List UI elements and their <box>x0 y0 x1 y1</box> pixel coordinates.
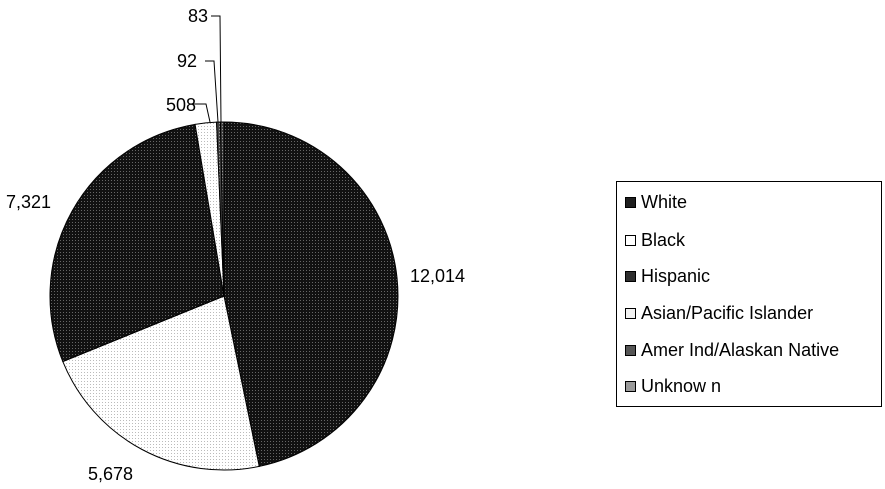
data-label-black: 5,678 <box>88 464 133 484</box>
data-label-asian-pacific-islander: 508 <box>166 95 196 115</box>
legend-label-white: White <box>641 191 688 212</box>
legend-label-unknown: Unknow n <box>641 375 722 396</box>
legend-item-amer-ind-alaskan-native: Amer Ind/Alaskan Native <box>625 339 839 361</box>
pie-slice-unknow-n <box>219 121 225 297</box>
legend-swatch-black <box>625 234 636 246</box>
leader-line-amer-ind-alaskan-native <box>205 60 219 123</box>
data-label-hispanic: 7,321 <box>6 192 51 212</box>
pie-slice-white <box>223 121 399 467</box>
legend-label-hispanic: Hispanic <box>641 265 711 286</box>
legend-item-asian-pacific-islander: Asian/Pacific Islander <box>625 302 813 324</box>
legend: White Black Hispanic Asian/Pacific Islan… <box>616 181 882 407</box>
legend-label-amer-ind-alaskan-native: Amer Ind/Alaskan Native <box>641 339 840 360</box>
data-label-unknow-n: 83 <box>188 6 208 26</box>
legend-swatch-asian-pacific-islander <box>625 307 636 319</box>
legend-swatch-hispanic <box>625 270 636 282</box>
data-label-amer-ind-alaskan-native: 92 <box>177 51 197 71</box>
legend-swatch-amer-ind-alaskan-native <box>625 344 636 356</box>
leader-line-unknow-n <box>211 15 222 123</box>
legend-swatch-unknown <box>625 380 636 392</box>
legend-item-unknown: Unknow n <box>625 375 721 397</box>
pie-slice-hispanic <box>49 123 225 363</box>
legend-label-black: Black <box>641 229 686 250</box>
leader-line-asian-pacific-islander <box>193 103 211 123</box>
legend-item-black: Black <box>625 229 685 251</box>
data-label-white: 12,014 <box>410 266 465 286</box>
legend-swatch-white <box>625 196 636 208</box>
legend-label-asian-pacific-islander: Asian/Pacific Islander <box>641 302 814 323</box>
pie-slice-black <box>62 295 260 471</box>
legend-item-hispanic: Hispanic <box>625 265 710 287</box>
legend-item-white: White <box>625 191 687 213</box>
